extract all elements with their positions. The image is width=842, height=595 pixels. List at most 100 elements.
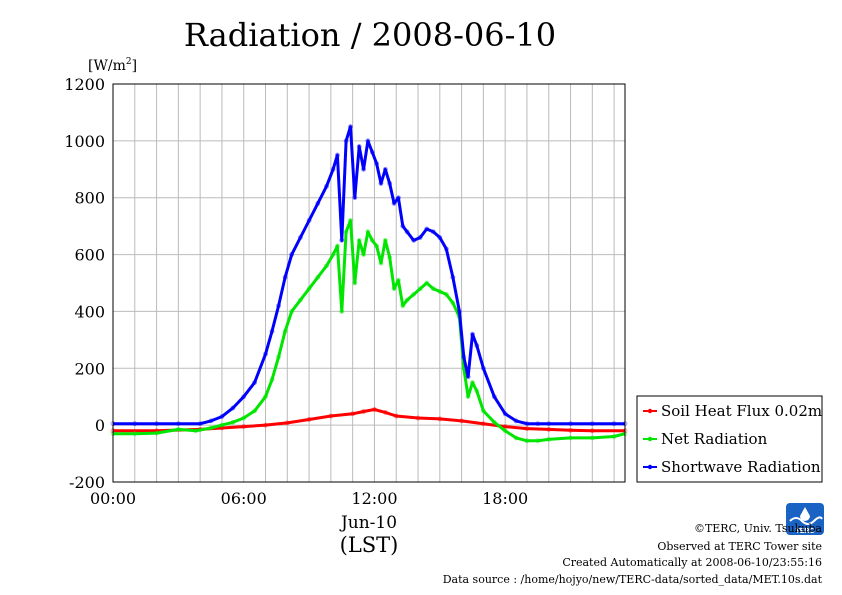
- series-point: [335, 152, 340, 158]
- series-point: [208, 425, 214, 431]
- series-point: [382, 237, 388, 243]
- series-point: [465, 374, 471, 380]
- chart-title: Radiation / 2008-06-10: [184, 16, 556, 54]
- series-point: [132, 421, 138, 427]
- y-tick-label: 600: [74, 246, 105, 265]
- series-point: [330, 166, 336, 172]
- series-point: [400, 303, 406, 309]
- series-point: [339, 309, 345, 314]
- y-tick-label: 800: [74, 189, 105, 208]
- series-point: [324, 263, 329, 269]
- series-point: [437, 416, 443, 422]
- series-point: [252, 408, 258, 414]
- series-point: [378, 181, 384, 186]
- series-point: [282, 328, 288, 334]
- series-point: [546, 421, 552, 427]
- series-point: [393, 413, 399, 419]
- series-point: [306, 417, 312, 422]
- series-point: [352, 280, 358, 286]
- x-tick-labels: 00:00 06:00 12:00 18:00: [90, 489, 528, 508]
- series-point: [459, 418, 464, 424]
- series-point: [404, 297, 410, 303]
- series-point: [480, 408, 486, 414]
- series-point: [424, 280, 430, 286]
- series-point: [411, 291, 417, 297]
- series-point: [263, 351, 268, 357]
- series-point: [443, 246, 449, 252]
- series-point: [502, 428, 508, 434]
- series-point: [289, 309, 295, 314]
- series-point: [352, 195, 358, 201]
- x-tick-label: 06:00: [221, 489, 267, 508]
- series-point: [546, 427, 552, 432]
- series-point: [430, 229, 436, 235]
- series-point: [374, 161, 380, 167]
- series-point: [348, 124, 353, 130]
- series-point: [356, 144, 362, 149]
- y-axis-label-sup: 2: [126, 57, 132, 67]
- series-point: [297, 297, 303, 303]
- legend-marker: [647, 436, 653, 442]
- series-point: [269, 377, 275, 383]
- series-point: [524, 421, 530, 427]
- series-point: [306, 286, 312, 292]
- credit-source: Data source : /home/hojyo/new/TERC-data/…: [443, 573, 823, 586]
- series-point: [513, 418, 519, 424]
- series-point: [365, 229, 371, 235]
- series-point: [263, 422, 268, 428]
- series-point: [372, 407, 377, 412]
- y-tick-label: 200: [74, 359, 105, 378]
- series-point: [404, 229, 410, 235]
- plot-frame: [112, 83, 626, 483]
- series-point: [154, 430, 159, 436]
- credit-created: Created Automatically at 2008-06-10/23:5…: [562, 556, 822, 569]
- logo-text: TERC: [795, 528, 814, 535]
- legend-label: Soil Heat Flux 0.02m: [661, 402, 822, 420]
- y-axis-label-end: ]: [132, 58, 137, 74]
- series-point: [369, 149, 375, 155]
- series-point: [175, 427, 181, 432]
- series-point: [491, 394, 497, 400]
- y-tick-label: 1200: [64, 75, 105, 94]
- series-point: [461, 354, 467, 360]
- series-point: [241, 415, 247, 421]
- series-point: [589, 435, 595, 441]
- legend: Soil Heat Flux 0.02m Net Radiation Shortwa…: [643, 402, 822, 476]
- series-point: [378, 260, 384, 266]
- series-point: [132, 431, 138, 437]
- y-axis-label: [W/m2]: [88, 57, 137, 74]
- series-point: [474, 343, 480, 348]
- series-point: [282, 274, 288, 280]
- series-line-2: [113, 125, 625, 426]
- series-point: [470, 380, 475, 385]
- x-tick-label: 18:00: [482, 489, 528, 508]
- series-point: [219, 414, 225, 420]
- series-point: [611, 421, 617, 427]
- series-point: [175, 421, 181, 427]
- legend-box: [636, 395, 823, 483]
- series-point: [335, 243, 340, 249]
- legend-marker: [647, 408, 653, 414]
- series-point: [450, 300, 456, 306]
- series-point: [524, 426, 530, 431]
- series-point: [330, 252, 336, 257]
- series-point: [524, 438, 530, 444]
- series-point: [437, 289, 443, 294]
- series-point: [328, 413, 334, 419]
- series-point: [391, 200, 397, 206]
- series-point: [546, 436, 552, 442]
- credit-copyright: ©TERC, Univ. Tsukuba: [694, 522, 822, 535]
- series-point: [276, 303, 281, 309]
- series-line-0: [113, 408, 625, 433]
- credit-observed: Observed at TERC Tower site: [657, 540, 822, 553]
- series-point: [491, 419, 497, 425]
- series-point: [513, 435, 519, 441]
- series-point: [457, 309, 462, 314]
- series-point: [365, 138, 371, 144]
- series-point: [219, 422, 225, 428]
- series-point: [474, 388, 480, 394]
- series-point: [197, 421, 203, 427]
- series-point: [430, 286, 436, 292]
- y-tick-labels: -200 0 200 400 600 800 1000 1200: [64, 75, 105, 492]
